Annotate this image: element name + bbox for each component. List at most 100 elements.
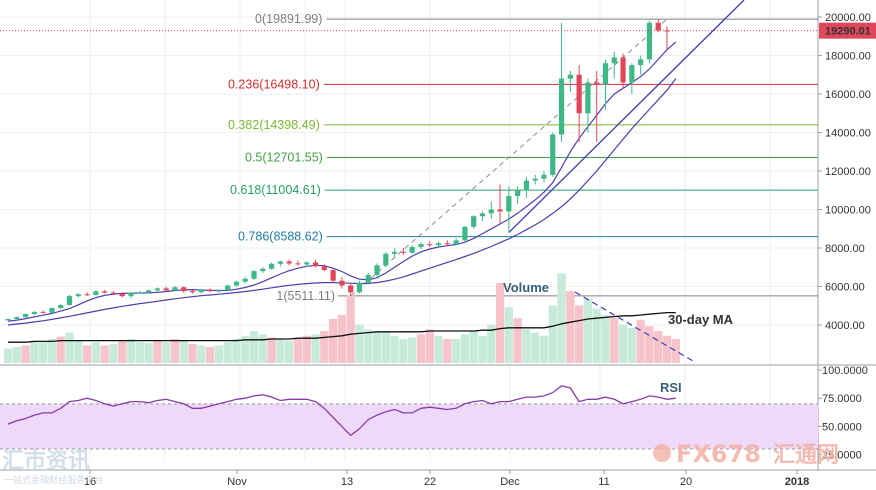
volume-bar <box>671 339 680 363</box>
volume-bar <box>469 331 478 363</box>
volume-bar <box>126 339 136 363</box>
rsi-tick-label: 25.0000 <box>822 450 862 462</box>
volume-ma-annotation: 30-day MA <box>668 312 734 327</box>
time-tick-label: Dec <box>500 476 520 488</box>
candle-body <box>128 292 134 297</box>
candle-body <box>269 263 275 269</box>
candle-body <box>102 291 108 293</box>
volume-bar <box>179 340 188 363</box>
candle-body <box>558 78 565 135</box>
volume-bar <box>346 295 355 363</box>
volume-bar <box>381 332 390 363</box>
candle-body <box>207 289 213 292</box>
volume-bar <box>144 343 153 363</box>
volume-bar <box>39 342 48 363</box>
volume-bar <box>188 343 197 363</box>
time-tick-label: 16 <box>84 476 96 488</box>
volume-bar <box>566 291 575 363</box>
volume-ma-line <box>8 311 676 343</box>
volume-bar <box>372 331 382 363</box>
time-tick-label: 2018 <box>785 476 809 488</box>
candle-body <box>312 262 319 267</box>
candle-body <box>93 291 99 295</box>
volume-bar <box>267 337 276 363</box>
candle-body <box>655 22 661 31</box>
candle-body <box>216 290 222 292</box>
price-tick-label: 16000.00 <box>825 89 871 101</box>
volume-bar <box>592 308 601 363</box>
annotations: Volume 30-day MA RSI <box>503 280 734 395</box>
rsi-band <box>0 403 818 449</box>
volume-bar <box>258 334 267 363</box>
volume-bar <box>109 343 118 363</box>
candle-body <box>251 271 257 279</box>
candle-body <box>383 253 389 266</box>
main-panel-bg <box>0 0 818 365</box>
candle-body <box>462 226 468 241</box>
volume-bar <box>434 335 443 363</box>
rsi-panel: 100.0000 75.0000 50.0000 25.0000 <box>0 365 868 462</box>
volume-bar <box>416 334 426 363</box>
fib-level-label: 0.618(11004.61) <box>230 183 321 197</box>
candle-body <box>119 293 125 297</box>
price-tick-label: 4000.00 <box>825 320 865 332</box>
fib-level-label: 1(5511.11) <box>276 289 335 303</box>
candle-body <box>620 57 626 83</box>
volume-bar <box>654 331 663 363</box>
volume-bar <box>636 319 645 363</box>
candle-body <box>629 65 635 83</box>
right-watermark-cn: 汇通网 <box>773 443 839 468</box>
volume-bar <box>645 326 654 363</box>
candle-body <box>304 262 310 265</box>
candle-body <box>66 296 73 305</box>
candle-body <box>374 265 380 275</box>
volume-bar <box>495 283 505 363</box>
volume-bar <box>425 329 434 363</box>
candle-body <box>295 263 301 265</box>
volume-bar <box>65 332 74 363</box>
candle-body <box>225 285 231 291</box>
candle-body <box>137 292 143 294</box>
fib-level-label: 0.382(14398.49) <box>228 118 320 132</box>
price-tick-label: 20000.00 <box>825 12 871 24</box>
candle-body <box>260 268 266 272</box>
volume-bar <box>539 335 549 363</box>
price-tick-label: 12000.00 <box>825 166 871 178</box>
candle-body <box>40 311 46 313</box>
candle-body <box>427 244 433 246</box>
rsi-tick-label: 100.0000 <box>822 365 868 377</box>
time-tick-label: 13 <box>341 476 353 488</box>
volume-bar <box>355 324 364 363</box>
volume-bar <box>12 347 21 363</box>
volume-bar <box>232 339 241 363</box>
candle-body <box>594 82 600 85</box>
left-watermark-sub: 一站式金融财经服务平台 <box>4 474 103 486</box>
volume-bar <box>583 299 593 363</box>
volume-bar <box>364 329 373 363</box>
candle-body <box>22 314 29 318</box>
candle-body <box>515 190 521 197</box>
volume-bar <box>531 332 540 363</box>
candle-body <box>14 317 20 320</box>
candle-body <box>453 240 459 245</box>
volume-bar <box>100 345 109 363</box>
candle-body <box>154 288 160 291</box>
candle-body <box>479 213 486 217</box>
candle-body <box>5 319 11 321</box>
candle-body <box>321 266 327 271</box>
candle-body <box>31 311 37 315</box>
volume-bar <box>311 334 320 363</box>
time-tick-label: 11 <box>598 476 609 488</box>
volume-bar <box>487 324 496 363</box>
fib-level-label: 0.5(12701.55) <box>245 150 323 164</box>
right-watermark-brand: FX678 <box>676 440 761 468</box>
volume-bar <box>205 347 215 363</box>
volume-bar <box>513 318 522 363</box>
fib-level-label: 0(19891.99) <box>255 12 322 26</box>
candle-body <box>189 291 196 293</box>
volume-bar <box>662 335 672 363</box>
volume-bars <box>3 273 680 363</box>
volume-bar <box>135 342 144 363</box>
rsi-line <box>7 385 676 437</box>
volume-bar <box>74 340 83 363</box>
